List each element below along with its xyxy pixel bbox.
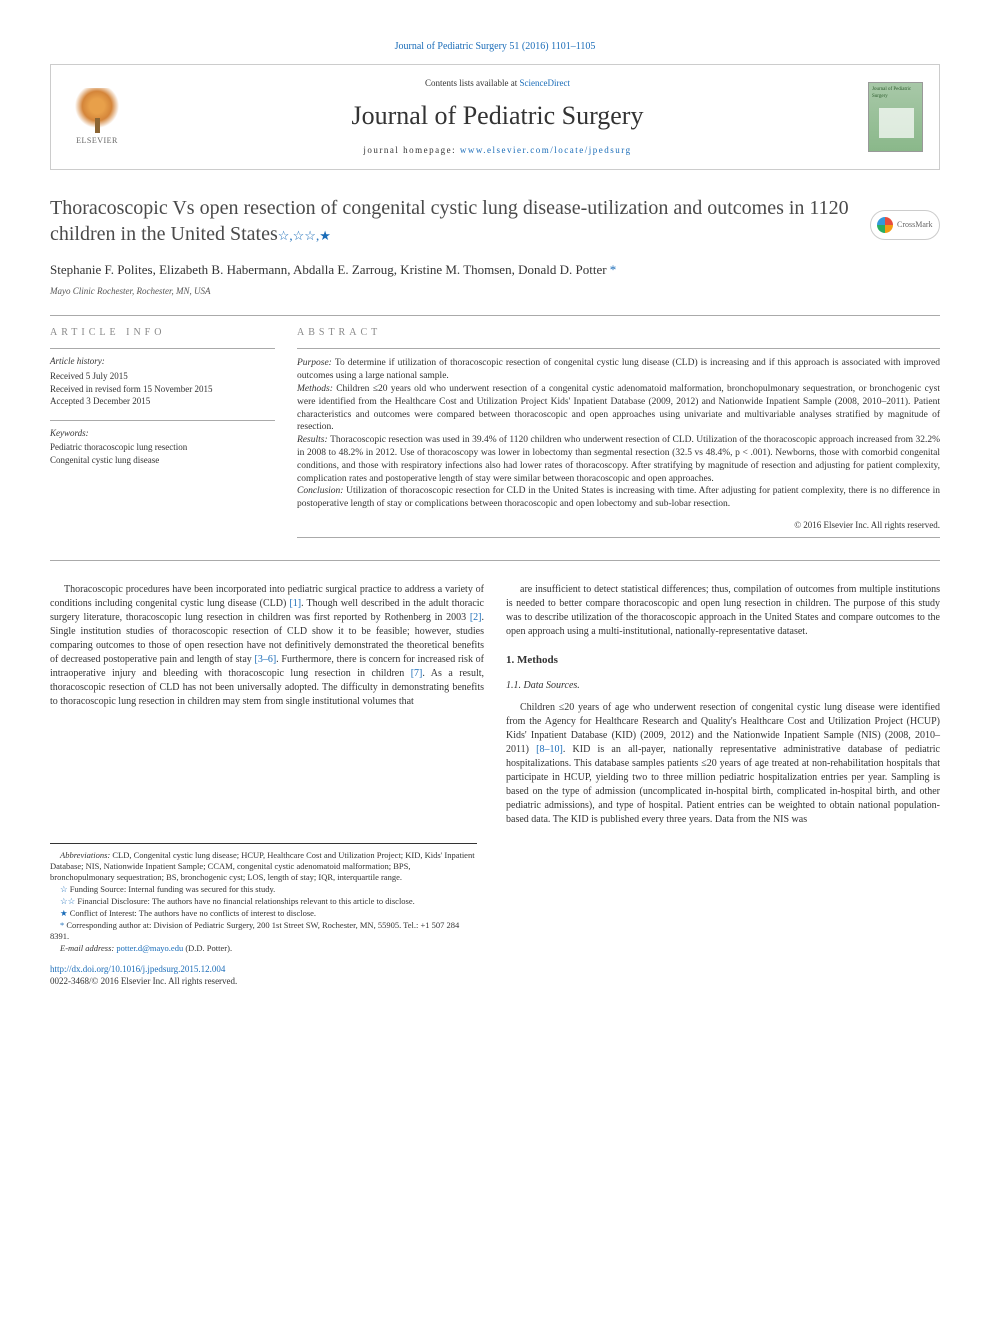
intro-continuation: are insufficient to detect statistical d… <box>506 583 940 639</box>
star-1: ☆ <box>60 884 70 894</box>
accepted-date: Accepted 3 December 2015 <box>50 395 275 408</box>
abstract-results: Results: Thoracoscopic resection was use… <box>297 434 940 485</box>
abstract-copyright: © 2016 Elsevier Inc. All rights reserved… <box>297 519 940 531</box>
ref-3-6[interactable]: [3–6] <box>255 654 277 665</box>
funding-footnote: ☆ Funding Source: Internal funding was s… <box>50 884 477 895</box>
journal-homepage-line: journal homepage: www.elsevier.com/locat… <box>127 144 868 157</box>
body-column-left: Thoracoscopic procedures have been incor… <box>50 583 484 826</box>
ref-1[interactable]: [1] <box>289 598 301 609</box>
abstract-bottom-divider <box>297 537 940 538</box>
ref-2[interactable]: [2] <box>470 612 482 623</box>
journal-header: ELSEVIER Contents lists available at Sci… <box>50 64 940 170</box>
journal-citation: Journal of Pediatric Surgery 51 (2016) 1… <box>50 40 940 54</box>
intro-paragraph: Thoracoscopic procedures have been incor… <box>50 583 484 709</box>
abbreviations-footnote: Abbreviations: CLD, Congenital cystic lu… <box>50 850 477 883</box>
authors-text: Stephanie F. Polites, Elizabeth B. Haber… <box>50 262 610 277</box>
body-columns: Thoracoscopic procedures have been incor… <box>50 583 940 826</box>
elsevier-label: ELSEVIER <box>76 135 118 146</box>
footnotes-block: Abbreviations: CLD, Congenital cystic lu… <box>50 843 477 988</box>
methods-heading: 1. Methods <box>506 653 940 668</box>
fn2-text: Financial Disclosure: The authors have n… <box>77 896 414 906</box>
divider-2 <box>50 560 940 561</box>
corresponding-footnote: * Corresponding author at: Division of P… <box>50 920 477 942</box>
abstract-methods: Methods: Children ≤20 years old who unde… <box>297 383 940 434</box>
purpose-text: To determine if utilization of thoracosc… <box>297 358 940 381</box>
abstract-label: ABSTRACT <box>297 326 940 340</box>
keywords-block: Keywords: Pediatric thoracoscopic lung r… <box>50 420 275 467</box>
crossmark-label: CrossMark <box>897 219 933 230</box>
abbrev-text: CLD, Congenital cystic lung disease; HCU… <box>50 850 475 882</box>
header-center: Contents lists available at ScienceDirec… <box>127 77 868 157</box>
conclusion-text: Utilization of thoracoscopic resection f… <box>297 486 940 509</box>
title-footnote-markers: ☆,☆☆,★ <box>278 228 331 243</box>
fn1-text: Funding Source: Internal funding was sec… <box>70 884 276 894</box>
results-text: Thoracoscopic resection was used in 39.4… <box>297 435 940 483</box>
ref-7[interactable]: [7] <box>411 668 423 679</box>
keyword-1: Pediatric thoracoscopic lung resection <box>50 441 275 454</box>
fn4-text: Corresponding author at: Division of Ped… <box>50 920 459 941</box>
homepage-prefix: journal homepage: <box>363 145 459 155</box>
purpose-label: Purpose: <box>297 358 335 368</box>
crossmark-badge[interactable]: CrossMark <box>870 210 940 240</box>
abstract-conclusion: Conclusion: Utilization of thoracoscopic… <box>297 485 940 511</box>
keywords-label: Keywords: <box>50 427 275 440</box>
doi-link[interactable]: http://dx.doi.org/10.1016/j.jpedsurg.201… <box>50 964 477 976</box>
homepage-link[interactable]: www.elsevier.com/locate/jpedsurg <box>460 145 632 155</box>
methods-text: Children ≤20 years old who underwent res… <box>297 384 940 432</box>
abstract-body: Purpose: To determine if utilization of … <box>297 348 940 538</box>
abstract-column: ABSTRACT Purpose: To determine if utiliz… <box>297 326 940 538</box>
contents-prefix: Contents lists available at <box>425 78 519 88</box>
doi-block: http://dx.doi.org/10.1016/j.jpedsurg.201… <box>50 964 477 987</box>
results-label: Results: <box>297 435 330 445</box>
author-list: Stephanie F. Polites, Elizabeth B. Haber… <box>50 261 940 279</box>
body-column-right: are insufficient to detect statistical d… <box>506 583 940 826</box>
article-info-column: ARTICLE INFO Article history: Received 5… <box>50 326 275 538</box>
methods-label: Methods: <box>297 384 336 394</box>
conclusion-label: Conclusion: <box>297 486 346 496</box>
elsevier-tree-icon <box>72 88 122 133</box>
corresponding-author-marker: * <box>610 262 617 277</box>
ref-8-10[interactable]: [8–10] <box>536 744 563 755</box>
article-title: Thoracoscopic Vs open resection of conge… <box>50 195 940 247</box>
abstract-purpose: Purpose: To determine if utilization of … <box>297 357 940 383</box>
disclosure-footnote: ☆☆ Financial Disclosure: The authors hav… <box>50 896 477 907</box>
conflict-footnote: ★ Conflict of Interest: The authors have… <box>50 908 477 919</box>
email-label: E-mail address: <box>60 943 116 953</box>
revised-date: Received in revised form 15 November 201… <box>50 383 275 396</box>
journal-cover-thumbnail: Journal of Pediatric Surgery <box>868 82 923 152</box>
star-3: ★ <box>60 908 70 918</box>
article-history-block: Article history: Received 5 July 2015 Re… <box>50 348 275 407</box>
fn3-text: Conflict of Interest: The authors have n… <box>70 908 316 918</box>
email-suffix: (D.D. Potter). <box>183 943 232 953</box>
contents-available-line: Contents lists available at ScienceDirec… <box>127 77 868 90</box>
abbrev-label: Abbreviations: <box>60 850 112 860</box>
email-link[interactable]: potter.d@mayo.edu <box>116 943 183 953</box>
sciencedirect-link[interactable]: ScienceDirect <box>520 78 570 88</box>
star-2: ☆☆ <box>60 896 77 906</box>
journal-name: Journal of Pediatric Surgery <box>127 98 868 134</box>
issn-copyright: 0022-3468/© 2016 Elsevier Inc. All right… <box>50 976 477 988</box>
elsevier-logo: ELSEVIER <box>67 84 127 149</box>
ds-2b: . KID is an all-payer, nationally repres… <box>506 744 940 825</box>
title-text: Thoracoscopic Vs open resection of conge… <box>50 197 849 245</box>
data-sources-paragraph: Children ≤20 years of age who underwent … <box>506 701 940 827</box>
history-label: Article history: <box>50 355 275 368</box>
cover-text: Journal of Pediatric Surgery <box>872 87 911 99</box>
article-info-label: ARTICLE INFO <box>50 326 275 340</box>
divider <box>50 315 940 316</box>
keyword-2: Congenital cystic lung disease <box>50 454 275 467</box>
email-footnote: E-mail address: potter.d@mayo.edu (D.D. … <box>50 943 477 954</box>
info-abstract-row: ARTICLE INFO Article history: Received 5… <box>50 326 940 538</box>
affiliation: Mayo Clinic Rochester, Rochester, MN, US… <box>50 285 940 298</box>
crossmark-icon <box>877 217 893 233</box>
received-date: Received 5 July 2015 <box>50 370 275 383</box>
data-sources-heading: 1.1. Data Sources. <box>506 679 940 693</box>
